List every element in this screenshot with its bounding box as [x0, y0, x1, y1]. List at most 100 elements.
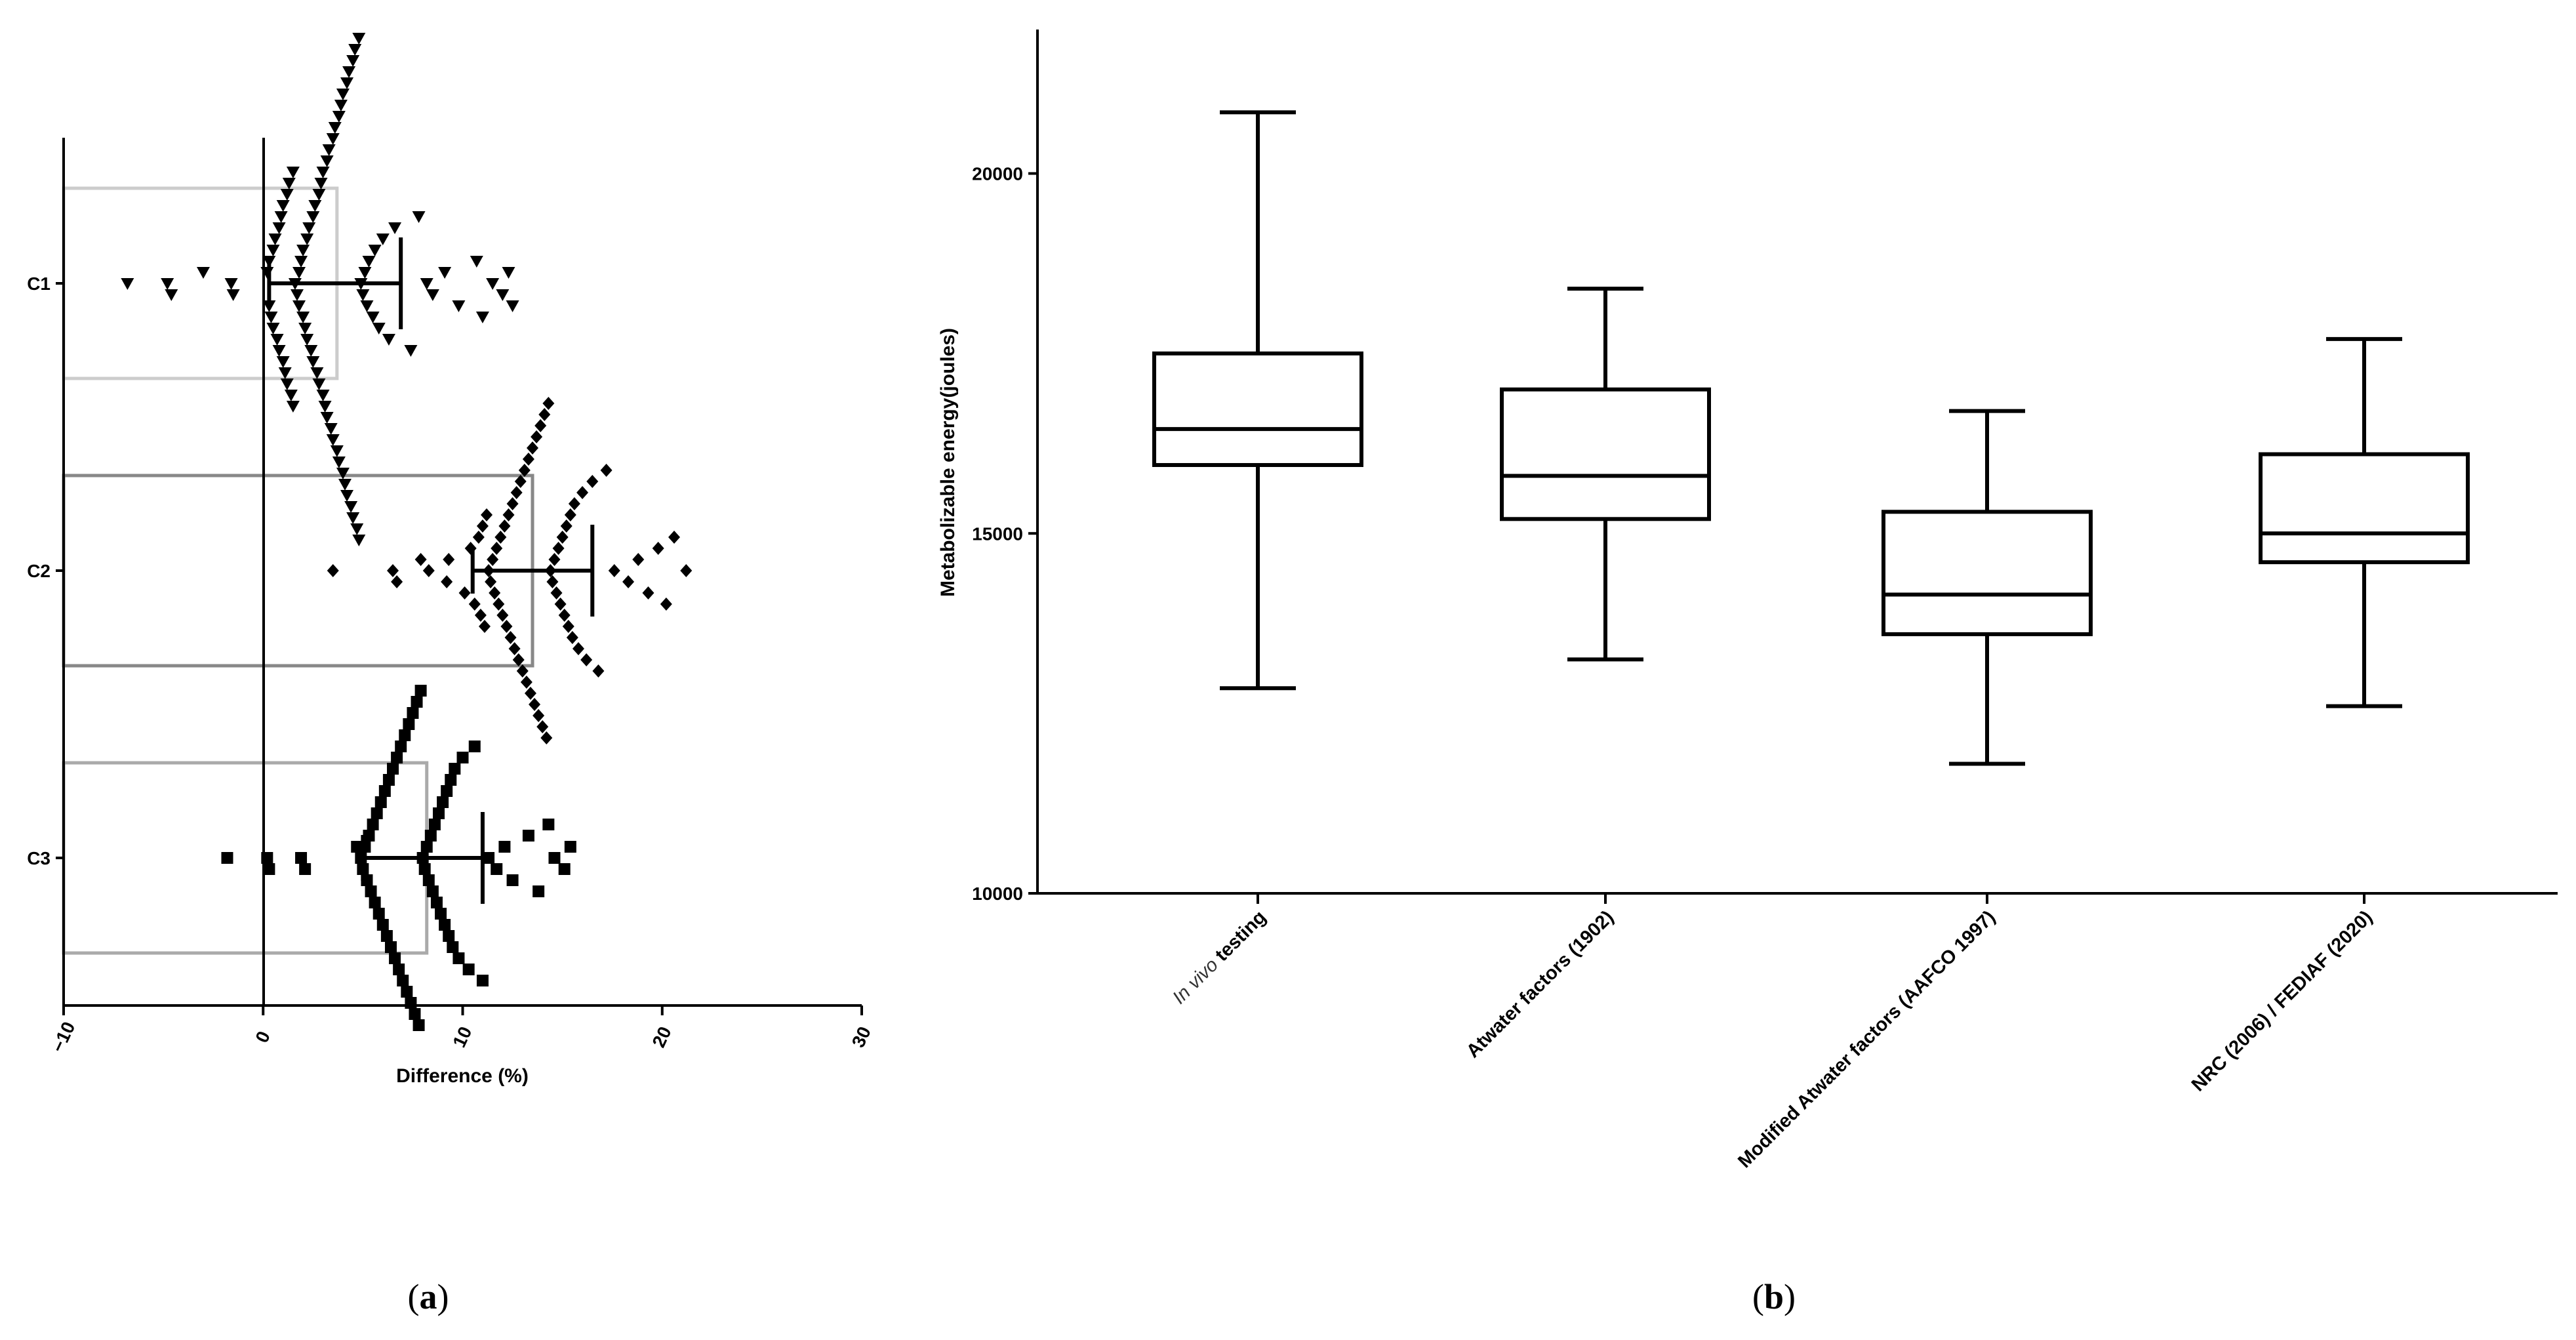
point-c1	[346, 512, 360, 524]
point-c1	[338, 479, 352, 491]
x-category-label-italic: In vivo	[1169, 954, 1222, 1008]
point-c3	[387, 763, 399, 775]
point-c1	[300, 334, 314, 346]
point-c3	[221, 852, 233, 864]
point-c2	[550, 586, 563, 599]
point-c2	[546, 575, 559, 588]
x-tick-label: −10	[47, 1019, 79, 1055]
point-c1	[306, 211, 320, 223]
box-plot-4	[2259, 336, 2470, 708]
point-c3	[295, 852, 308, 864]
point-c1	[304, 345, 318, 357]
point-c1	[342, 66, 356, 78]
point-c2	[510, 486, 523, 499]
point-c1	[326, 434, 340, 446]
point-c3	[443, 930, 455, 942]
point-c1	[475, 312, 489, 323]
point-c1	[316, 167, 330, 178]
point-c1	[292, 267, 306, 279]
point-c1	[266, 323, 280, 335]
point-c2	[562, 620, 574, 633]
point-c2	[494, 531, 507, 544]
point-c1	[296, 312, 310, 323]
point-c1	[270, 334, 284, 346]
point-c2	[387, 564, 399, 577]
x-category-label-text: Atwater factors (1902)	[1462, 906, 1618, 1062]
point-c1	[165, 289, 178, 301]
point-c1	[314, 178, 328, 190]
point-c1	[412, 211, 426, 223]
point-c2	[522, 453, 534, 466]
point-c1	[366, 312, 380, 323]
point-c2	[504, 631, 517, 644]
point-c1	[404, 345, 418, 357]
point-c2	[496, 609, 509, 622]
point-c2	[540, 731, 553, 744]
point-c3	[437, 796, 449, 808]
point-c1	[376, 233, 390, 245]
x-tick-label: 0	[251, 1028, 274, 1046]
point-c3	[372, 908, 385, 920]
point-c1	[340, 490, 354, 502]
point-c3	[365, 885, 377, 897]
point-c1	[332, 111, 346, 123]
point-c2	[592, 664, 605, 678]
point-c3	[403, 718, 415, 730]
point-c2	[642, 586, 654, 599]
point-c1	[346, 55, 360, 67]
panel-b-label: (b)	[1752, 1277, 1796, 1316]
point-c3	[533, 885, 545, 897]
point-c1	[320, 412, 334, 424]
point-c2	[391, 575, 403, 588]
point-c1	[268, 233, 282, 245]
point-c1	[274, 211, 288, 223]
point-c1	[224, 278, 238, 290]
point-c1	[300, 233, 314, 245]
point-c2	[554, 598, 567, 611]
point-c3	[522, 830, 534, 842]
point-c1	[326, 133, 340, 145]
panel-a-chart: −10 0 10 20 30 C1 C2 C3 Difference (%)	[27, 33, 875, 1087]
point-c1	[121, 278, 134, 290]
point-c2	[485, 575, 497, 588]
point-c1	[272, 222, 286, 234]
point-c2	[526, 441, 538, 455]
point-c2	[481, 508, 493, 521]
point-c3	[407, 707, 419, 719]
point-c3	[445, 774, 457, 786]
point-c1	[350, 523, 364, 535]
point-c1	[310, 367, 324, 379]
box-iqr	[1500, 387, 1711, 521]
point-c3	[261, 852, 273, 864]
point-c1	[266, 245, 280, 256]
x-category-label: NRC (2006) / FEDIAF (2020)	[2188, 906, 2377, 1095]
point-c1	[226, 289, 240, 301]
point-c1	[290, 289, 304, 301]
point-c1	[344, 501, 358, 513]
point-c2	[622, 575, 635, 588]
point-c2	[327, 564, 339, 577]
point-c3	[414, 685, 427, 697]
point-c1	[486, 278, 500, 290]
point-c3	[498, 841, 511, 853]
point-c2	[680, 564, 693, 577]
point-c2	[580, 653, 593, 666]
box-plot-3	[1882, 409, 2093, 766]
x-tick-label: 30	[848, 1023, 875, 1050]
point-c1	[358, 267, 372, 279]
box-plot-2	[1500, 287, 1711, 662]
point-c2	[514, 475, 527, 488]
point-c1	[298, 323, 312, 335]
point-c1	[294, 256, 308, 268]
point-c2	[668, 531, 681, 544]
point-c1	[360, 300, 374, 312]
point-c1	[196, 267, 210, 279]
point-c2	[566, 631, 578, 644]
category-label: C3	[27, 848, 50, 868]
point-c3	[430, 897, 443, 908]
point-c3	[483, 852, 495, 864]
point-c3	[413, 1019, 425, 1031]
point-c3	[378, 785, 391, 797]
point-c3	[367, 819, 379, 830]
point-c2	[502, 508, 515, 521]
